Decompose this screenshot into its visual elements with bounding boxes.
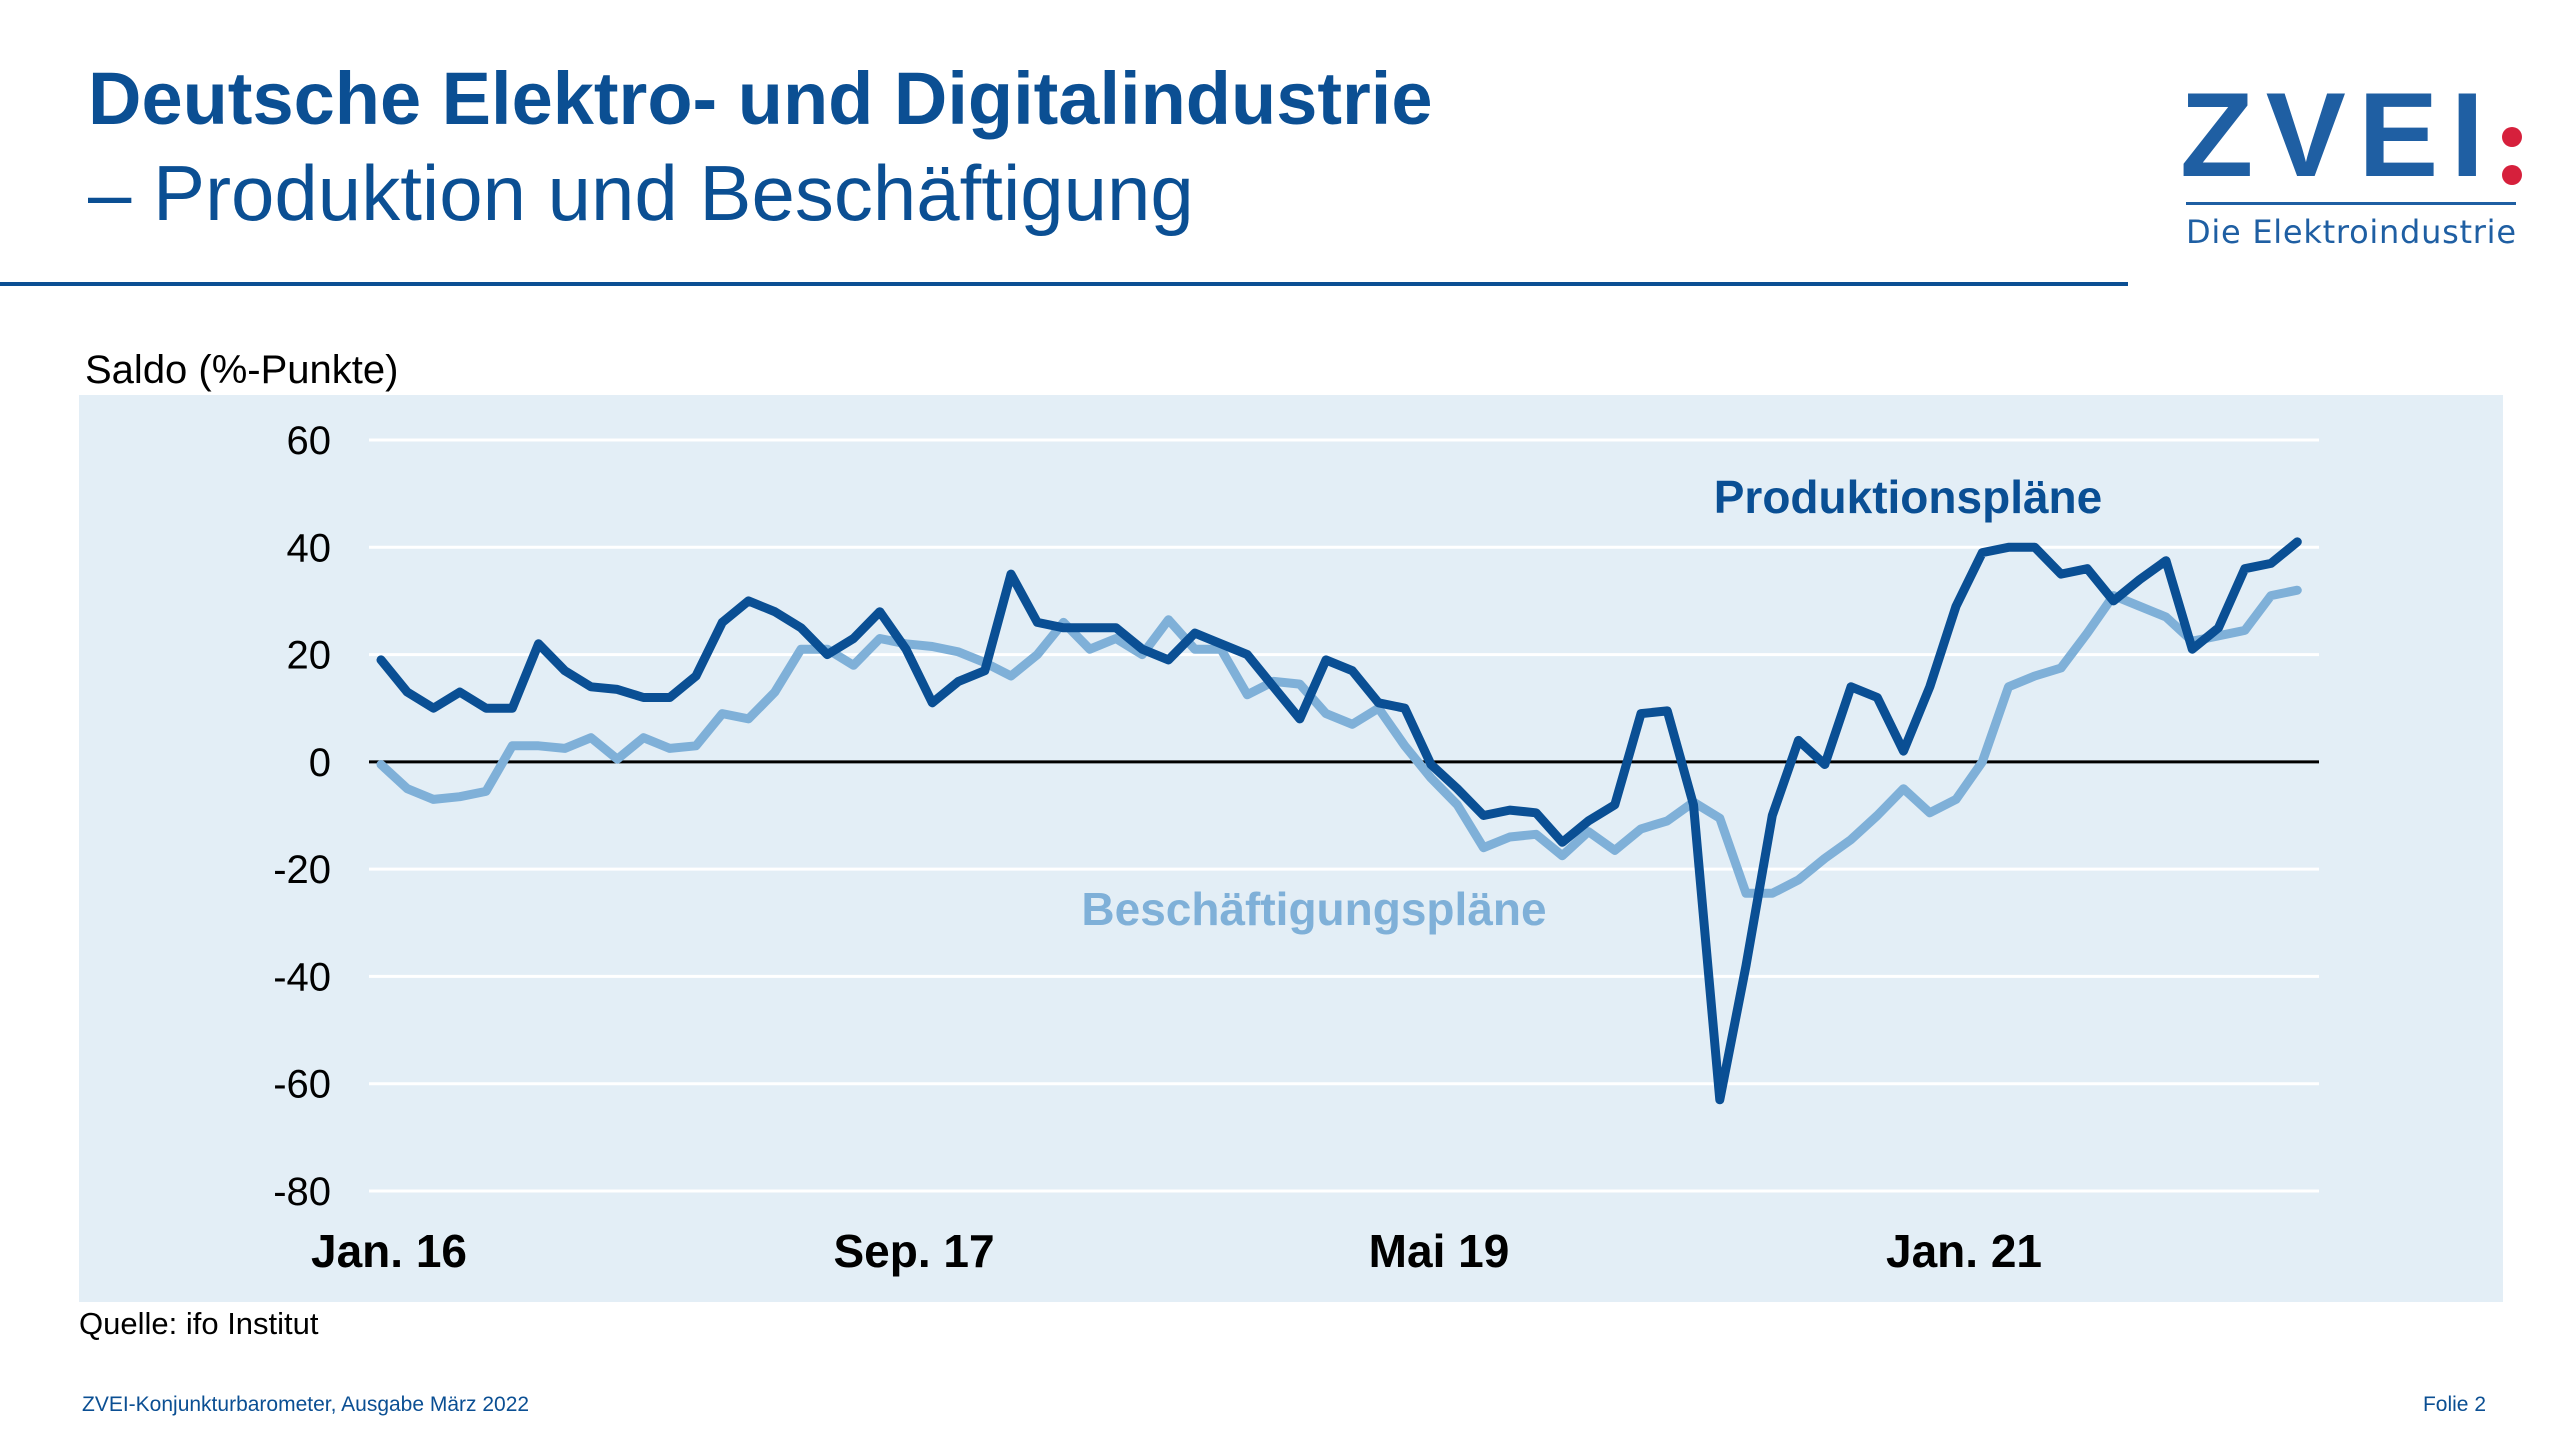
y-tick-label: 20 <box>287 634 332 678</box>
logo-tagline: Die Elektroindustrie <box>2186 213 2516 251</box>
y-tick-label: -60 <box>273 1063 331 1107</box>
slide-number: Folie 2 <box>2422 1393 2486 1416</box>
y-tick-label: -80 <box>273 1170 331 1214</box>
footer-publication: ZVEI-Konjunkturbarometer, Ausgabe März 2… <box>82 1393 530 1416</box>
source-note: Quelle: ifo Institut <box>79 1306 319 1341</box>
series-label-produktion: Produktionspläne <box>1714 471 2102 523</box>
y-axis-label: Saldo (%-Punkte) <box>85 348 399 392</box>
page-title: Deutsche Elektro- und Digitalindustrie <box>88 57 1433 140</box>
x-tick-label: Jan. 16 <box>311 1225 467 1277</box>
y-tick-label: -40 <box>273 955 331 999</box>
x-tick-label: Sep. 17 <box>833 1225 994 1277</box>
series-line-0 <box>376 537 2302 1105</box>
header-divider <box>0 282 2128 286</box>
y-tick-label: 40 <box>287 526 332 570</box>
series-line-1 <box>376 585 2302 898</box>
page-subtitle: – Produktion und Beschäftigung <box>88 149 1194 237</box>
zvei-logo: ZVEI Die Elektroindustrie <box>2180 80 2522 251</box>
x-tick-label: Mai 19 <box>1369 1225 1510 1277</box>
y-tick-label: -20 <box>273 848 331 892</box>
y-tick-label: 0 <box>309 741 331 785</box>
x-tick-label: Jan. 21 <box>1886 1225 2042 1277</box>
logo-dot-bottom <box>2502 165 2522 185</box>
logo-dot-top <box>2502 127 2522 147</box>
series-label-beschaeftigung: Beschäftigungspläne <box>1081 883 1546 935</box>
svg-text:ZVEI: ZVEI <box>2180 80 2480 202</box>
y-tick-label: 60 <box>287 419 332 463</box>
